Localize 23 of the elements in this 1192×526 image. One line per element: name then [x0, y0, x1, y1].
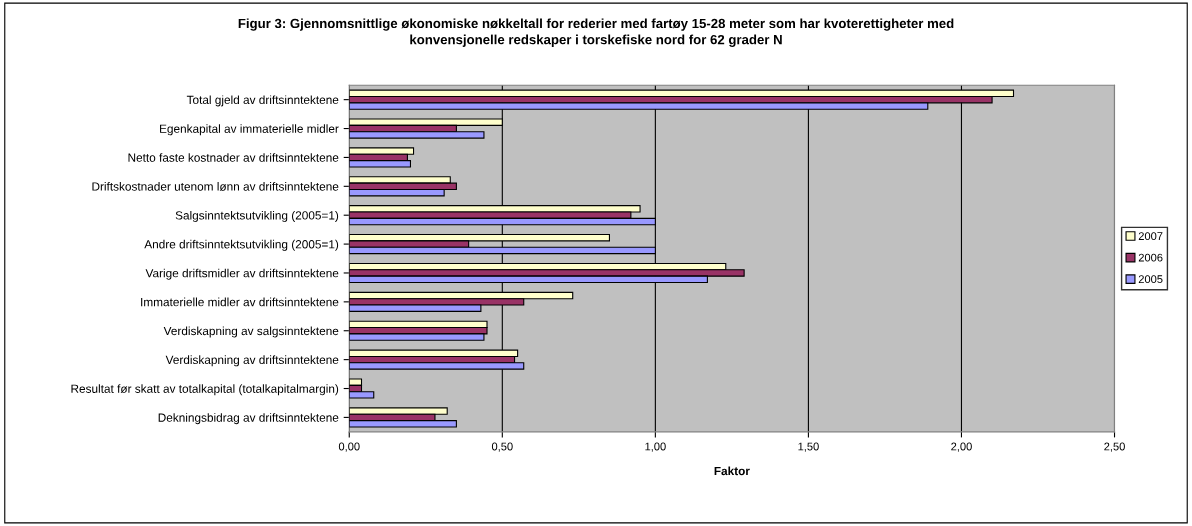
y-tick-label: Verdiskapning av salgsinntektene [163, 326, 339, 338]
x-tick-label: 0,50 [491, 442, 513, 452]
y-tick-label: Andre driftsinntektsutvikling (2005=1) [144, 239, 339, 251]
x-tick-label: 2,00 [951, 442, 972, 452]
y-tick-label: Resultat før skatt av totalkapital (totalkapitalmargin) [71, 384, 339, 396]
y-tick-label: Salgsinntektsutvikling (2005=1) [175, 210, 339, 222]
x-tick-label: 0,00 [338, 442, 360, 452]
y-tick-label: Driftskostnader utenom lønn av driftsinntektene [92, 182, 339, 191]
x-tick-label: 1,50 [798, 442, 819, 452]
legend-label: 2005 [1138, 275, 1163, 284]
x-tick-label: 1,00 [645, 442, 666, 452]
y-tick-label: Verdiskapning av driftsinntektene [165, 355, 339, 367]
y-tick-label: Total gjeld av driftsinntektene [186, 95, 339, 107]
x-axis-title: Faktor [714, 466, 750, 476]
y-tick-label: Egenkapital av immaterielle midler [160, 124, 339, 136]
legend-label: 2006 [1138, 253, 1163, 262]
chart-title: Figur 3: Gjennomsnittlige økonomiske nøkkeltall for rederier med fartøy 15-28 meter som har kvoterettigheter med konvensjonelle redskaper i torskefiske nord for 62 grader N [238, 18, 954, 47]
y-tick-label: Dekningsbidrag av driftsinntektene [158, 413, 339, 425]
y-tick-label: Netto faste kostnader av driftsinntektene [128, 153, 339, 162]
legend-label: 2007 [1138, 232, 1163, 241]
y-tick-label: Immaterielle midler av driftsinntektene [141, 297, 339, 307]
x-tick-label: 2,50 [1104, 442, 1125, 452]
y-tick-label: Varige driftsmidler av driftsinntektene [145, 268, 339, 280]
